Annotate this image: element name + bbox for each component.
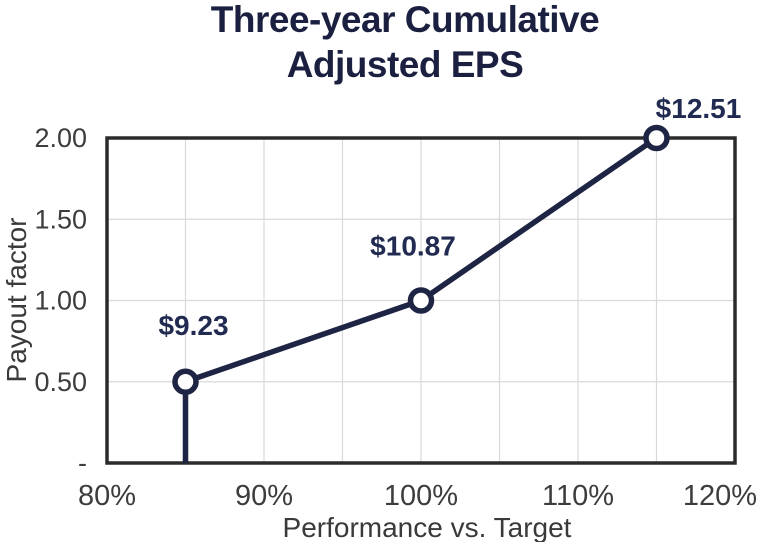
x-tick-label: 120% [683, 480, 757, 512]
y-tick-label: 2.00 [34, 123, 87, 153]
x-axis-title: Performance vs. Target [283, 512, 572, 542]
chart-title-line-2: Adjusted EPS [286, 44, 524, 85]
payout-curve-line [182, 135, 659, 463]
data-point-marker [643, 124, 670, 152]
data-point-marker [407, 287, 435, 314]
y-tick-label: 1.50 [34, 204, 87, 234]
data-point-label: $10.87 [370, 231, 456, 262]
x-tick-label: 90% [235, 480, 293, 512]
data-point-marker [172, 368, 199, 395]
chart-title-line-1: Three-year Cumulative [210, 0, 600, 40]
y-tick-label: 0.50 [34, 367, 87, 397]
y-tick-label: 1.00 [34, 286, 87, 316]
y-axis-title: Payout factor [1, 218, 32, 383]
x-tick-label: 110% [542, 480, 614, 512]
data-point-label: $12.51 [656, 93, 742, 124]
plot-frame [105, 136, 737, 465]
x-tick-label: 80% [78, 480, 136, 512]
y-tick-label: - [78, 448, 87, 478]
chart-title: Three-year Cumulative Adjusted EPS [52, 0, 758, 87]
data-point-label: $9.23 [158, 310, 228, 341]
x-tick-label: 100% [384, 480, 458, 512]
